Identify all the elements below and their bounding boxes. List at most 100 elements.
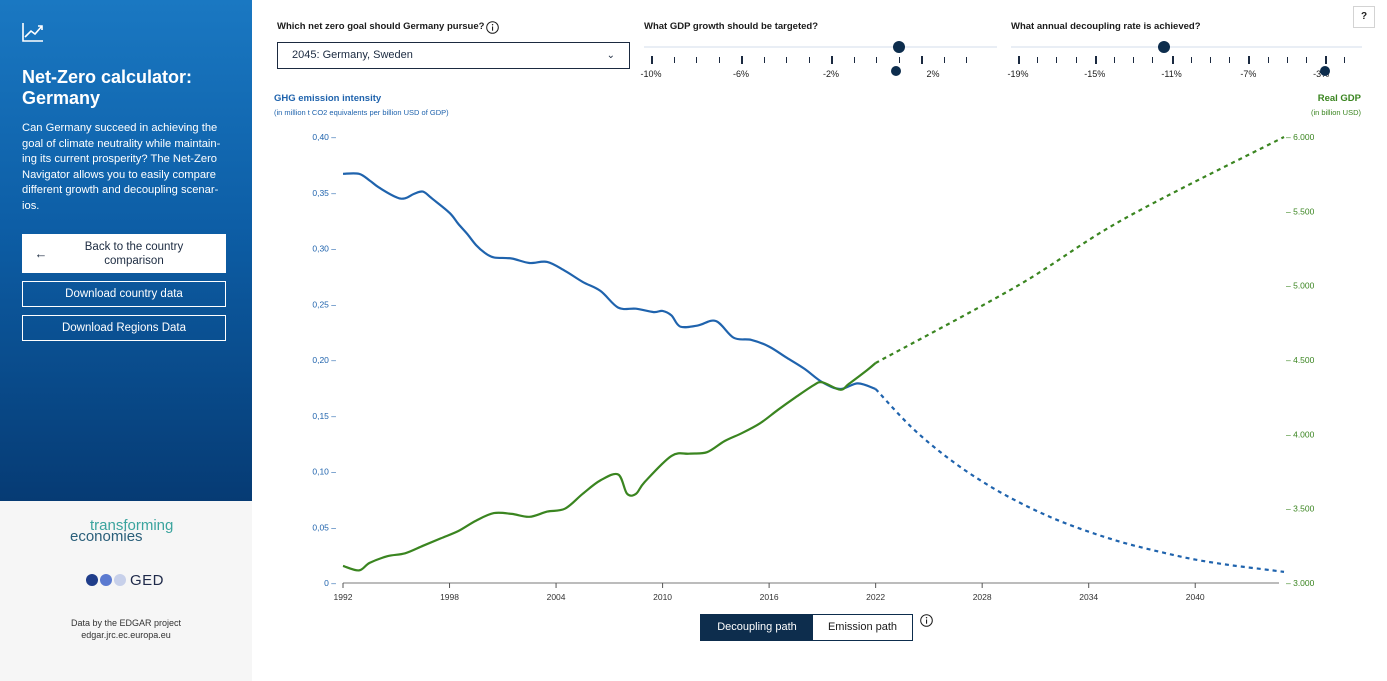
slider-tick: [1133, 57, 1135, 63]
slider-thumb[interactable]: [892, 41, 905, 53]
slider-tick: [876, 57, 877, 63]
back-button-label: Back to the country comparison: [84, 240, 184, 267]
left-axis-tick-label: 0,35 –: [312, 188, 336, 198]
path-toggle: Decoupling path Emission path: [700, 614, 913, 641]
left-axis-tick-label: 0,10 –: [312, 467, 336, 477]
slider-tick: [898, 57, 900, 63]
x-tick-label: 2004: [547, 592, 566, 602]
slider-tick-label: -11%: [1161, 69, 1182, 79]
slider-tick: [1306, 57, 1307, 63]
slider-default-marker: [1320, 66, 1331, 76]
left-axis-title: GHG emission intensity: [274, 93, 382, 104]
left-axis-tick-label: 0,40 –: [312, 132, 336, 142]
transforming-economies-logo: transforming economies: [70, 517, 174, 545]
slider-track[interactable]: [644, 46, 997, 48]
x-tick-label: 2034: [1079, 592, 1098, 602]
emission-intensity-projection-line: [874, 388, 1285, 573]
slider-tick: [696, 57, 697, 63]
help-button[interactable]: ?: [1353, 6, 1375, 28]
left-axis-tick-label: 0 –: [324, 578, 336, 588]
gdp-growth-label: What GDP growth should be targeted?: [644, 21, 818, 32]
left-axis-tick-label: 0,25 –: [312, 299, 336, 309]
slider-major-tick: [831, 56, 833, 64]
x-tick-label: 2016: [760, 592, 779, 602]
slider-tick: [1075, 57, 1077, 63]
info-icon[interactable]: [920, 614, 933, 627]
slider-major-tick: [1248, 56, 1251, 64]
line-chart-icon: [22, 23, 43, 42]
slider-tick: [966, 57, 967, 63]
slider-tick: [1286, 57, 1288, 63]
decoupling-rate-slider[interactable]: -19%-15%-11%-7%-3%: [1007, 40, 1362, 85]
left-axis-tick-label: 0,30 –: [312, 244, 336, 254]
right-axis-subtitle: (in billion USD): [1310, 108, 1361, 117]
goal-select-value: 2045: Germany, Sweden: [292, 49, 413, 61]
gdp-growth-slider[interactable]: -10% -6% -2% 2%: [640, 40, 997, 85]
right-axis-tick-label: – 4.000: [1286, 429, 1315, 439]
x-tick-label: 1998: [440, 592, 459, 602]
slider-tick-label: -6%: [732, 69, 750, 79]
slider-major-tick: [651, 56, 653, 64]
decoupling-path-button[interactable]: Decoupling path: [701, 615, 813, 640]
page-description: Can Germany succeed in achieving the goa…: [22, 122, 221, 212]
right-axis-tick-label: – 5.000: [1286, 281, 1315, 291]
slider-tick-label: -10%: [640, 69, 662, 79]
slider-tick: [786, 57, 787, 63]
slider-thumb[interactable]: [1157, 41, 1170, 53]
slider-tick: [673, 57, 675, 63]
slider-tick: [1037, 57, 1039, 63]
slider-major-tick: [1171, 56, 1174, 64]
right-axis-tick-label: – 3.500: [1286, 504, 1315, 514]
slider-default-marker: [891, 66, 902, 76]
slider-tick-label: 2%: [926, 69, 940, 79]
decoupling-rate-label: What annual decoupling rate is achieved?: [1011, 21, 1201, 32]
slider-tick: [943, 57, 945, 63]
download-country-data-button[interactable]: Download country data: [22, 281, 226, 307]
slider-tick: [1229, 57, 1231, 63]
info-icon[interactable]: [486, 21, 499, 34]
left-axis-tick-label: 0,05 –: [312, 522, 336, 532]
slider-tick: [853, 57, 855, 63]
right-axis-tick-label: – 5.500: [1286, 206, 1315, 216]
slider-tick: [1267, 57, 1269, 63]
x-tick-label: 2010: [653, 592, 672, 602]
ged-logo-icon: [86, 574, 126, 586]
left-axis-subtitle: (in million t CO2 equivalents per billio…: [274, 108, 449, 117]
data-credit: Data by the EDGAR project edgar.jrc.ec.e…: [70, 618, 182, 640]
download-regions-data-button[interactable]: Download Regions Data: [22, 315, 226, 341]
x-tick-label: 2040: [1186, 592, 1205, 602]
real-gdp-historical-line: [342, 362, 877, 572]
page-title: Net-Zero calculator: Germany: [22, 67, 193, 108]
slider-tick: [1152, 57, 1154, 63]
right-axis-title: Real GDP: [1317, 93, 1361, 104]
goal-label: Which net zero goal should Germany pursu…: [277, 21, 485, 32]
slider-major-tick: [1094, 56, 1097, 64]
net-zero-goal-select[interactable]: 2045: Germany, Sweden ⌄: [277, 42, 630, 69]
arrow-left-icon: ←: [34, 246, 48, 261]
back-to-comparison-button[interactable]: ← Back to the country comparison: [22, 234, 226, 273]
left-axis-tick-label: 0,20 –: [312, 355, 336, 365]
sidebar-header: Net-Zero calculator: Germany Can Germany…: [0, 0, 252, 501]
slider-tick-label: -15%: [1084, 69, 1106, 79]
slider-major-tick: [741, 56, 743, 64]
chevron-down-icon: ⌄: [606, 50, 615, 61]
slider-tick-label: -19%: [1007, 69, 1029, 79]
x-tick-label: 2028: [973, 592, 992, 602]
slider-track[interactable]: [1011, 46, 1362, 48]
emission-intensity-historical-line: [342, 172, 876, 391]
slider-tick: [718, 57, 720, 63]
left-axis-tick-label: 0,15 –: [312, 411, 336, 421]
right-axis-tick-label: – 4.500: [1286, 355, 1315, 365]
right-axis-tick-label: – 6.000: [1286, 132, 1315, 142]
sidebar: Net-Zero calculator: Germany Can Germany…: [0, 0, 252, 681]
slider-tick: [808, 57, 810, 63]
emission-path-button[interactable]: Emission path: [813, 615, 912, 640]
real-gdp-projection-line: [875, 136, 1285, 364]
slider-tick: [763, 57, 765, 63]
x-tick-label: 1992: [334, 592, 353, 602]
slider-major-tick: [1018, 56, 1020, 64]
right-axis-tick-label: – 3.000: [1286, 578, 1315, 588]
slider-tick: [1190, 57, 1192, 63]
slider-tick: [1344, 57, 1346, 63]
